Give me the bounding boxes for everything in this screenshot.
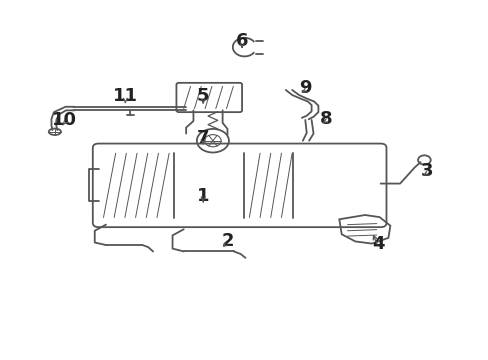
Text: 3: 3 [420, 162, 432, 180]
Text: 7: 7 [197, 129, 209, 147]
Text: 2: 2 [221, 232, 233, 250]
Text: 1: 1 [197, 187, 209, 205]
Text: 4: 4 [371, 235, 384, 253]
Text: 10: 10 [52, 111, 77, 129]
Text: 6: 6 [235, 32, 248, 50]
Text: 8: 8 [319, 109, 332, 127]
Text: 9: 9 [299, 79, 311, 97]
Text: 11: 11 [113, 87, 138, 105]
Text: 5: 5 [197, 87, 209, 105]
